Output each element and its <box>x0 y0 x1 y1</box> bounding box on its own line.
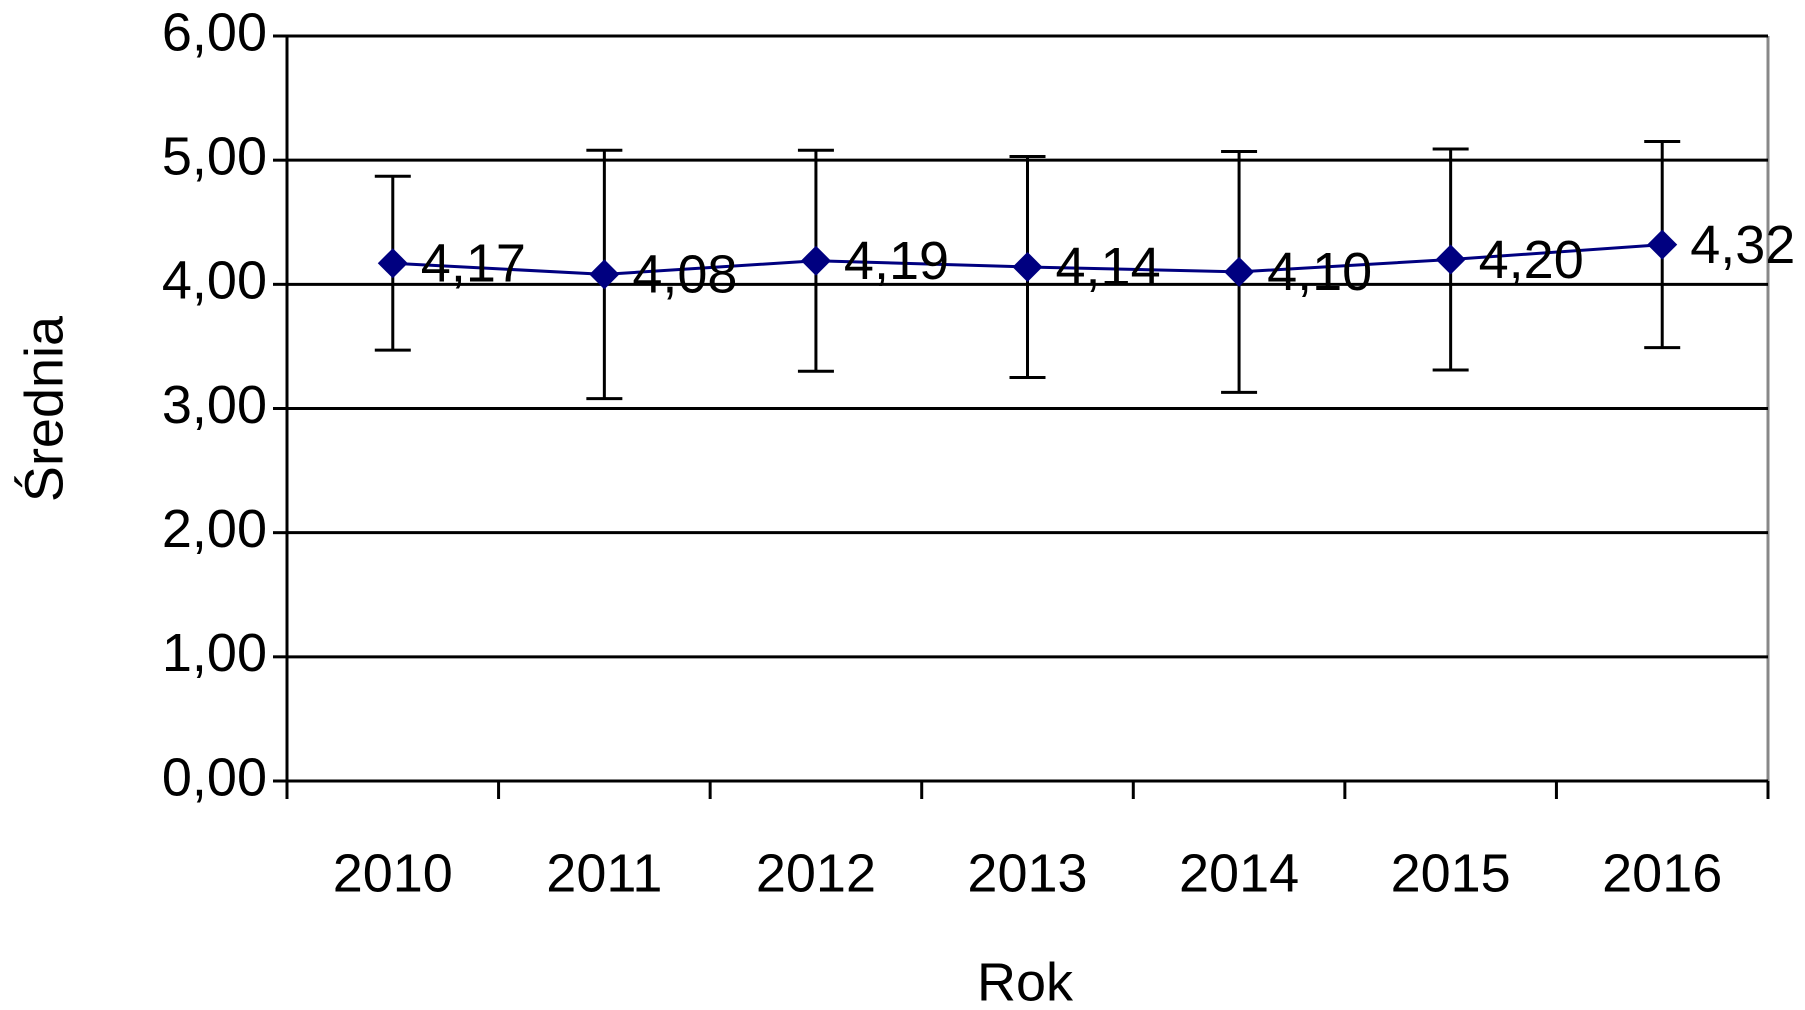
marker <box>1012 251 1043 282</box>
x-tick-label: 2016 <box>1602 843 1722 903</box>
marker <box>377 248 408 279</box>
y-tick-label: 5,00 <box>162 126 267 186</box>
x-axis-label: Rok <box>977 952 1074 1010</box>
y-tick-label: 1,00 <box>162 623 267 683</box>
data-label: 4,17 <box>421 233 526 293</box>
y-tick-label: 3,00 <box>162 375 267 435</box>
y-axis-label: Średnia <box>13 315 74 502</box>
x-tick-label: 2010 <box>333 843 453 903</box>
x-tick-label: 2015 <box>1391 843 1511 903</box>
data-label: 4,32 <box>1690 215 1795 275</box>
x-tick-label: 2012 <box>756 843 876 903</box>
marker <box>1647 229 1678 260</box>
data-label: 4,10 <box>1267 242 1372 302</box>
y-tick-label: 6,00 <box>162 2 267 62</box>
x-tick-label: 2011 <box>546 843 662 903</box>
x-tick-label: 2013 <box>967 843 1087 903</box>
x-tick-label: 2014 <box>1179 843 1299 903</box>
y-tick-label: 2,00 <box>162 499 267 559</box>
marker <box>1435 244 1466 275</box>
marker <box>1224 256 1255 287</box>
data-label: 4,08 <box>632 245 737 305</box>
data-label: 4,14 <box>1056 237 1161 297</box>
y-tick-label: 4,00 <box>162 251 267 311</box>
marker <box>589 259 620 290</box>
y-tick-label: 0,00 <box>162 747 267 807</box>
marker <box>800 245 831 276</box>
data-label: 4,20 <box>1479 230 1584 290</box>
data-label: 4,19 <box>844 231 949 291</box>
